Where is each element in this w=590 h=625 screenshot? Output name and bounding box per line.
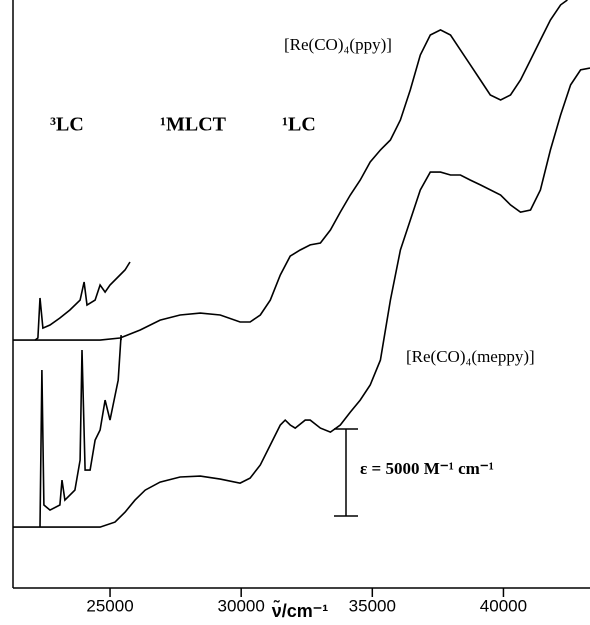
band-label: ³LC [50,114,84,136]
series-line [39,335,122,528]
x-tick-label: 35000 [349,596,396,615]
series-label: [Re(CO)₄(meppy)] [406,347,535,366]
scale-bar-label: ε = 5000 M⁻¹ cm⁻¹ [360,459,494,478]
x-tick-label: 25000 [86,596,133,615]
series-line [34,261,131,341]
series-line [13,0,568,341]
x-tick-label: 40000 [480,596,527,615]
x-tick-label: 30000 [218,596,265,615]
series-line [13,67,590,528]
x-axis-label: ν̃/cm⁻¹ [272,599,329,621]
band-label: ¹LC [282,114,316,136]
series-label: [Re(CO)₄(ppy)] [284,35,392,54]
band-label: ¹MLCT [160,114,227,136]
